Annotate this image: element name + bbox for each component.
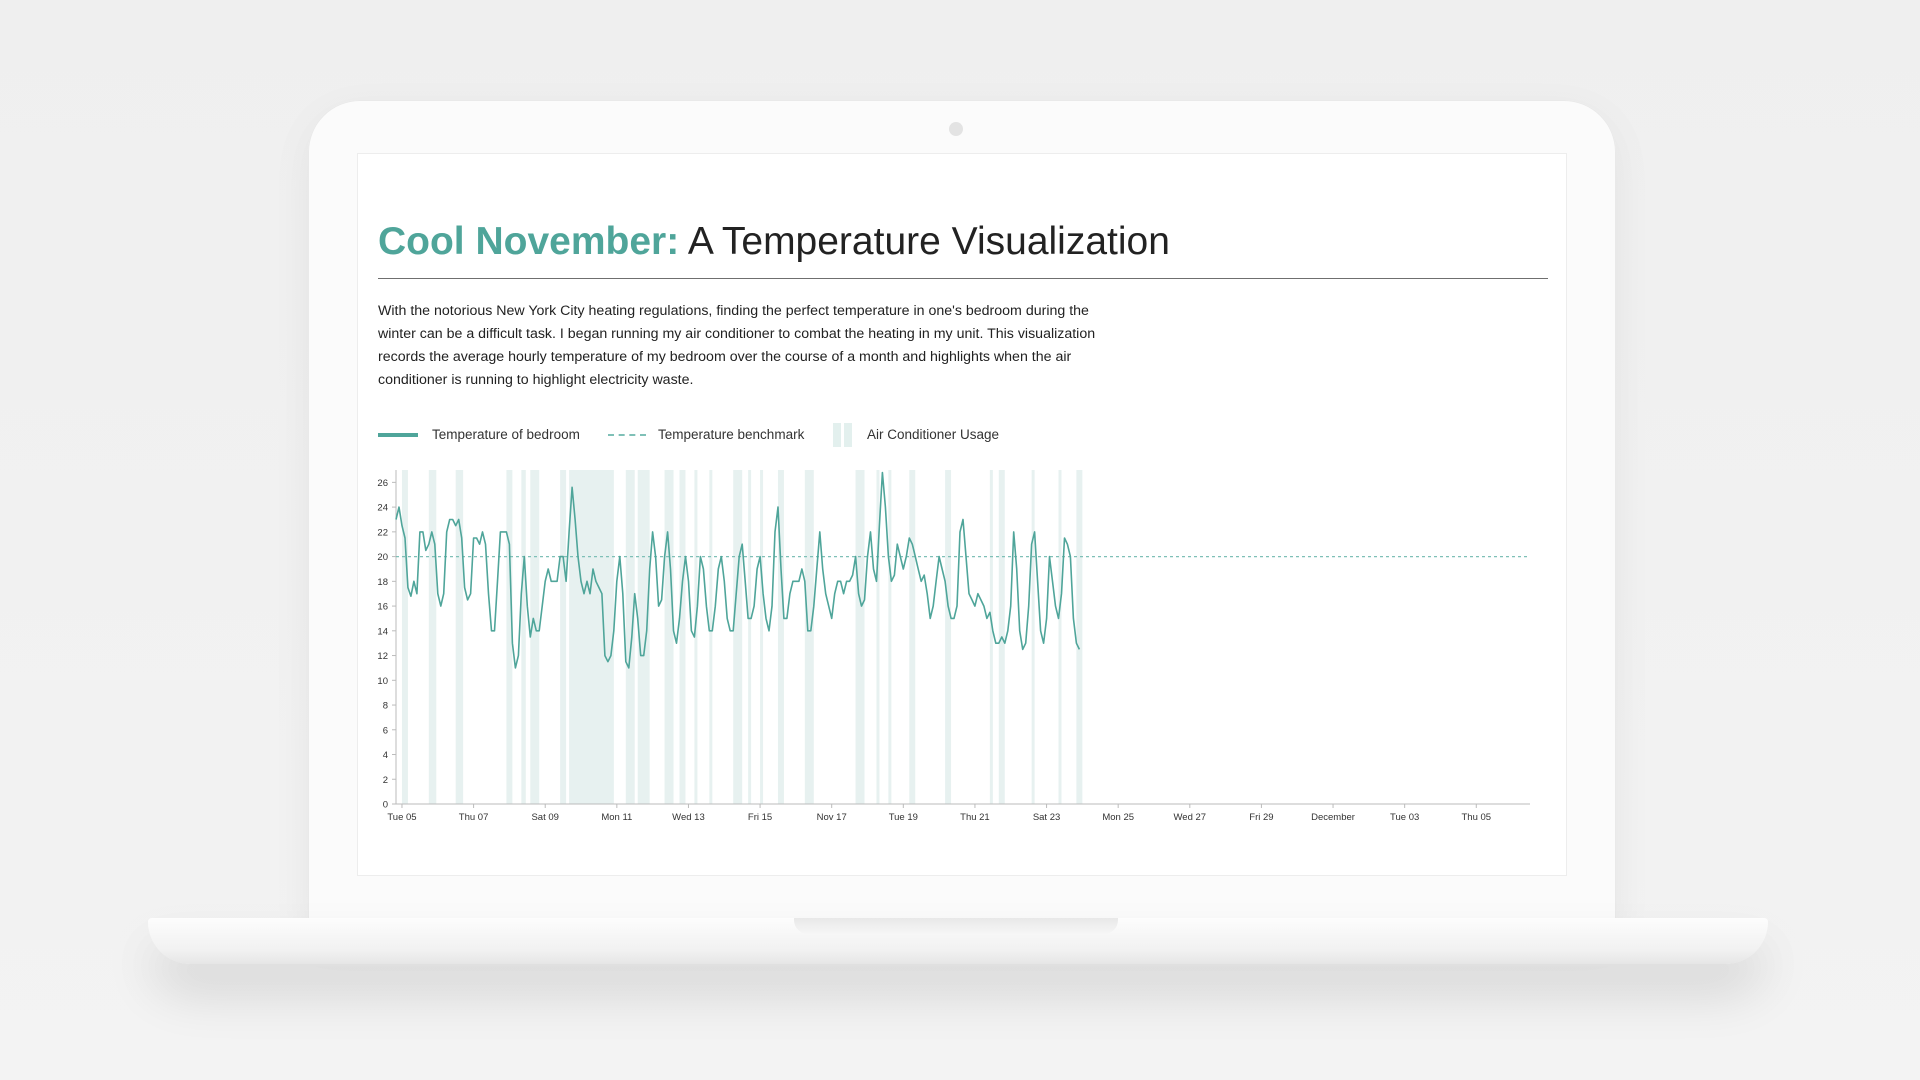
ac-usage-band [760, 470, 764, 804]
ac-usage-band [733, 470, 743, 804]
y-tick-label: 0 [383, 800, 388, 811]
y-tick-label: 6 [383, 725, 388, 736]
x-tick-label: Mon 25 [1102, 812, 1134, 823]
ac-usage-band [909, 470, 916, 804]
ac-usage-band [876, 470, 880, 804]
ac-usage-band [625, 470, 635, 804]
ac-usage-band [855, 470, 865, 804]
y-tick-label: 16 [377, 602, 388, 613]
x-tick-label: Wed 27 [1174, 812, 1207, 823]
series-layer [395, 471, 1081, 669]
laptop-base-notch [794, 918, 1118, 934]
y-tick-label: 8 [383, 701, 388, 712]
x-tick-label: Wed 13 [672, 812, 705, 823]
ac-usage-band [506, 470, 513, 804]
legend-label: Air Conditioner Usage [867, 427, 1000, 442]
x-tick-label: Fri 15 [748, 812, 772, 823]
x-tick-label: December [1311, 812, 1355, 823]
ac-usage-band [989, 470, 993, 804]
ac-usage-band [945, 470, 952, 804]
legend-label: Temperature benchmark [658, 427, 805, 442]
y-tick-label: 18 [377, 577, 388, 588]
legend-swatch-band [844, 423, 852, 447]
y-tick-label: 4 [383, 750, 388, 761]
ac-usage-band [709, 470, 713, 804]
x-tick-label: Thu 21 [960, 812, 990, 823]
page-title-accent: Cool November: [378, 220, 680, 263]
temperature-line [395, 471, 1081, 669]
ac-usage-band [569, 470, 614, 804]
ac-usage-band [1076, 470, 1083, 804]
ac-usage-band [888, 470, 892, 804]
y-tick-label: 2 [383, 775, 388, 786]
ac-usage-band [748, 470, 752, 804]
ac-usage-band [664, 470, 674, 804]
y-tick-label: 12 [377, 651, 388, 662]
y-tick-label: 14 [377, 626, 388, 637]
x-tick-label: Fri 29 [1249, 812, 1273, 823]
y-tick-label: 24 [377, 503, 388, 514]
x-tick-label: Sat 23 [1033, 812, 1060, 823]
ac-usage-band [530, 470, 540, 804]
ac-usage-band [694, 470, 698, 804]
ac-usage-band [401, 470, 408, 804]
ac-usage-band [804, 470, 814, 804]
page-description: With the notorious New York City heating… [378, 303, 1096, 388]
y-tick-label: 10 [377, 676, 388, 687]
x-tick-label: Mon 11 [601, 812, 632, 823]
ac-usage-bands [401, 470, 1083, 804]
legend-label: Temperature of bedroom [432, 427, 580, 442]
x-axis: Tue 05 Thu 07 Sat 09 Mon 11 Wed 13 Fri 15 Nov … [387, 803, 1530, 823]
x-tick-label: Sat 09 [531, 812, 558, 823]
x-tick-label: Tue 05 [387, 812, 416, 823]
y-tick-label: 26 [377, 478, 388, 489]
x-tick-label: Tue 03 [1390, 812, 1419, 823]
page-title-rest: A Temperature Visualization [679, 220, 1170, 263]
legend-swatch-dashed [608, 434, 646, 436]
page-title: Cool November: A Temperature Visualizati… [378, 220, 1170, 264]
title-divider [378, 278, 1548, 279]
x-tick-label: Tue 19 [889, 812, 918, 823]
ac-usage-band [560, 470, 567, 804]
ac-usage-band [637, 470, 650, 804]
ac-usage-band [521, 470, 526, 804]
ac-usage-band [1058, 470, 1062, 804]
y-tick-label: 20 [377, 552, 388, 563]
camera-dot [949, 122, 963, 136]
laptop-screen [357, 153, 1567, 876]
legend-swatch-band [833, 423, 841, 447]
ac-usage-band [428, 470, 437, 804]
y-tick-label: 22 [377, 527, 388, 538]
ac-usage-band [455, 470, 464, 804]
ac-usage-band [777, 470, 784, 804]
ac-usage-band [679, 470, 686, 804]
x-tick-label: Nov 17 [817, 812, 847, 823]
x-tick-label: Thu 05 [1461, 812, 1491, 823]
legend-swatch-line [378, 433, 418, 437]
x-tick-label: Thu 07 [459, 812, 489, 823]
ac-usage-band [1031, 470, 1035, 804]
